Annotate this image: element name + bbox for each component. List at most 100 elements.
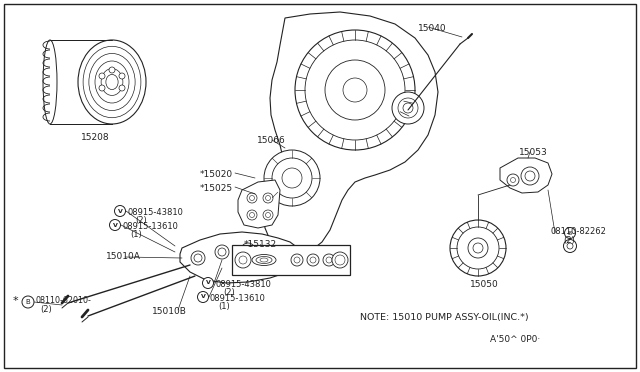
Circle shape	[525, 171, 535, 181]
Text: 08915-43810: 08915-43810	[127, 208, 183, 217]
Text: NOTE: 15010 PUMP ASSY-OIL(INC.*): NOTE: 15010 PUMP ASSY-OIL(INC.*)	[360, 313, 529, 322]
Text: 08915-13610: 08915-13610	[122, 222, 178, 231]
Text: *: *	[13, 296, 19, 306]
Circle shape	[266, 196, 271, 201]
Text: 08915-13610: 08915-13610	[210, 294, 266, 303]
Circle shape	[272, 158, 312, 198]
Circle shape	[567, 243, 573, 249]
Text: 08915-43810: 08915-43810	[215, 280, 271, 289]
Circle shape	[198, 292, 209, 302]
Circle shape	[343, 78, 367, 102]
Text: 15066: 15066	[257, 136, 285, 145]
Ellipse shape	[106, 74, 118, 90]
Text: 15040: 15040	[418, 24, 447, 33]
Circle shape	[202, 278, 214, 289]
Circle shape	[247, 210, 257, 220]
Circle shape	[218, 248, 226, 256]
Circle shape	[295, 30, 415, 150]
Text: V: V	[113, 222, 117, 228]
Circle shape	[244, 246, 252, 254]
Circle shape	[326, 257, 332, 263]
Circle shape	[307, 254, 319, 266]
Circle shape	[109, 219, 120, 231]
Text: *15132: *15132	[243, 240, 276, 249]
Text: V: V	[200, 295, 205, 299]
Ellipse shape	[101, 68, 123, 96]
Circle shape	[266, 212, 271, 218]
Text: V: V	[118, 208, 122, 214]
Circle shape	[250, 196, 255, 201]
Ellipse shape	[78, 40, 146, 124]
Text: *15020: *15020	[200, 170, 233, 179]
Circle shape	[332, 252, 348, 268]
Text: 15010A: 15010A	[106, 252, 141, 261]
Text: 15050: 15050	[470, 280, 499, 289]
Circle shape	[235, 252, 251, 268]
Bar	[50, 40, 112, 124]
Ellipse shape	[95, 61, 129, 103]
Circle shape	[473, 243, 483, 253]
Circle shape	[325, 60, 385, 120]
Circle shape	[403, 103, 413, 113]
Circle shape	[291, 254, 303, 266]
Text: 08110-62010-: 08110-62010-	[35, 296, 91, 305]
Circle shape	[335, 255, 345, 265]
Polygon shape	[238, 180, 280, 228]
Text: (1): (1)	[218, 302, 230, 311]
Circle shape	[241, 243, 255, 257]
Circle shape	[109, 67, 115, 73]
Text: *15025: *15025	[200, 184, 233, 193]
Ellipse shape	[89, 54, 135, 110]
Text: (1): (1)	[130, 230, 141, 239]
Circle shape	[264, 150, 320, 206]
Circle shape	[285, 253, 299, 267]
Text: 15208: 15208	[81, 133, 109, 142]
Circle shape	[323, 254, 335, 266]
Bar	[232, 245, 350, 275]
Text: B: B	[26, 299, 30, 305]
Ellipse shape	[83, 46, 141, 118]
Ellipse shape	[252, 254, 276, 266]
Ellipse shape	[43, 40, 57, 124]
Text: (2): (2)	[135, 216, 147, 225]
Circle shape	[250, 212, 255, 218]
Text: 08110-82262: 08110-82262	[551, 227, 607, 236]
Polygon shape	[263, 12, 438, 254]
Circle shape	[268, 249, 276, 257]
Circle shape	[215, 245, 229, 259]
Circle shape	[563, 240, 577, 253]
Circle shape	[119, 73, 125, 79]
Circle shape	[191, 251, 205, 265]
Ellipse shape	[256, 257, 272, 263]
Text: 15010B: 15010B	[152, 307, 187, 316]
Circle shape	[265, 246, 279, 260]
Circle shape	[99, 85, 105, 91]
Circle shape	[119, 85, 125, 91]
Ellipse shape	[260, 258, 268, 262]
Circle shape	[305, 40, 405, 140]
Circle shape	[511, 177, 515, 183]
Circle shape	[310, 257, 316, 263]
Circle shape	[115, 205, 125, 217]
Circle shape	[194, 254, 202, 262]
Polygon shape	[180, 232, 302, 283]
Circle shape	[99, 73, 105, 79]
Circle shape	[564, 228, 575, 238]
Circle shape	[263, 193, 273, 203]
Text: (2): (2)	[223, 288, 235, 297]
Circle shape	[521, 167, 539, 185]
Circle shape	[468, 238, 488, 258]
Polygon shape	[500, 158, 552, 193]
Circle shape	[457, 227, 499, 269]
Text: (2): (2)	[563, 236, 575, 245]
Text: V: V	[205, 280, 211, 285]
Circle shape	[507, 174, 519, 186]
Circle shape	[239, 256, 247, 264]
Circle shape	[22, 296, 34, 308]
Circle shape	[288, 256, 296, 264]
Circle shape	[263, 210, 273, 220]
Text: A'50^ 0P0·: A'50^ 0P0·	[490, 335, 540, 344]
Circle shape	[398, 98, 418, 118]
Circle shape	[282, 168, 302, 188]
Text: 15053: 15053	[519, 148, 548, 157]
